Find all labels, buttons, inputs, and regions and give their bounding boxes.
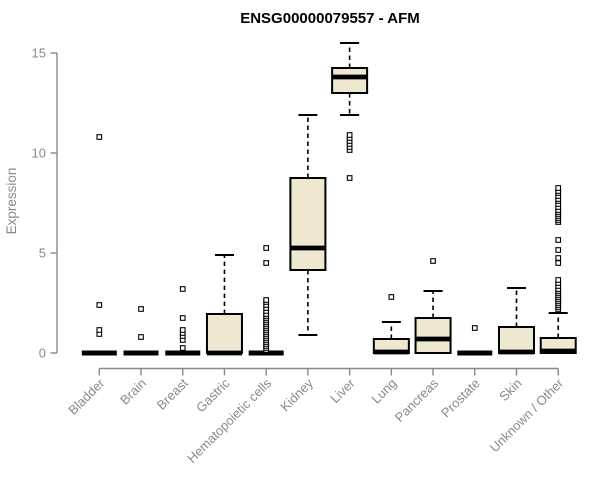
box-skin	[498, 287, 535, 355]
box-brain	[123, 306, 159, 356]
iqr-box	[498, 326, 535, 354]
outlier-point	[346, 175, 353, 181]
x-tick-label-unknown-other: Unknown / Other	[487, 375, 567, 455]
outlier-point	[179, 286, 186, 292]
y-axis-label: Expression	[4, 168, 19, 235]
outlier-point	[138, 306, 144, 312]
box-liver	[331, 42, 369, 181]
y-tick-label: 10	[32, 146, 46, 161]
y-tick-label: 0	[39, 346, 46, 361]
box-pancreas	[414, 258, 452, 354]
y-tick-label: 15	[32, 46, 46, 61]
outlier-point	[138, 334, 144, 340]
outlier-point	[430, 258, 436, 264]
x-tick-label-brain: Brain	[117, 376, 149, 408]
box-bladder	[81, 134, 117, 356]
boxes-layer	[81, 42, 577, 356]
x-tick-label-gastric: Gastric	[193, 375, 233, 415]
x-tick-label-lung: Lung	[368, 376, 399, 407]
outlier-point	[555, 260, 562, 266]
iqr-box	[205, 313, 243, 354]
x-tick-label-kidney: Kidney	[277, 375, 316, 414]
iqr-box	[414, 317, 452, 354]
x-tick-label-bladder: Bladder	[65, 375, 108, 418]
box-kidney	[289, 114, 327, 336]
outlier-point	[555, 277, 562, 283]
x-tick-label-breast: Breast	[154, 375, 191, 412]
box-breast	[165, 286, 201, 356]
iqr-box	[331, 67, 369, 94]
outlier-point	[263, 297, 270, 303]
outlier-point	[555, 237, 562, 243]
y-tick-label: 5	[39, 246, 46, 261]
x-tick-label-prostate: Prostate	[438, 376, 483, 421]
outlier-point	[263, 260, 270, 266]
box-lung	[372, 294, 410, 355]
x-tick-label-skin: Skin	[496, 376, 524, 404]
outlier-point	[471, 325, 478, 331]
chart-title: ENSG00000079557 - AFM	[240, 10, 420, 27]
box-gastric	[205, 254, 243, 356]
outlier-point	[179, 327, 186, 333]
outlier-point	[96, 327, 103, 333]
outlier-point	[96, 134, 103, 140]
outlier-point	[388, 294, 395, 300]
outlier-point	[555, 185, 562, 191]
outlier-point	[179, 315, 186, 321]
outlier-point	[555, 255, 562, 261]
outlier-point	[96, 302, 103, 308]
box-hematopoietic-cells	[248, 245, 284, 356]
x-tick-label-pancreas: Pancreas	[392, 375, 442, 425]
outlier-point	[179, 345, 186, 351]
x-tick-label-liver: Liver	[327, 375, 358, 406]
outlier-point	[263, 245, 270, 251]
box-unknown-other	[539, 185, 577, 354]
iqr-box	[289, 177, 327, 271]
outlier-point	[555, 247, 562, 253]
outlier-point	[346, 132, 353, 138]
box-prostate	[457, 325, 493, 356]
